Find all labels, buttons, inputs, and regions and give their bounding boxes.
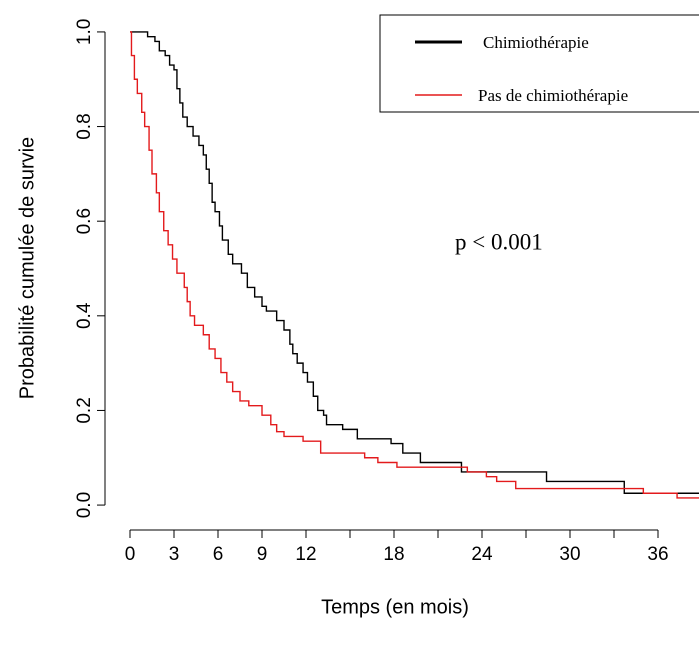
x-tick-label: 0: [125, 544, 136, 565]
legend-box: [379, 14, 699, 113]
x-tick-label: 6: [213, 544, 224, 565]
y-tick-label: 1.0: [74, 19, 95, 45]
x-tick-label: 12: [295, 544, 316, 565]
x-tick-label: 30: [559, 544, 580, 565]
y-tick-label: 0.8: [74, 113, 95, 139]
x-tick-label: 3: [169, 544, 180, 565]
x-tick-label: 18: [383, 544, 404, 565]
y-tick-label: 0.0: [74, 492, 95, 518]
x-tick-label: 24: [471, 544, 493, 565]
legend: Chimiothérapie Pas de chimiothérapie: [379, 14, 699, 113]
y-axis-title: Probabilité cumulée de survie: [16, 137, 38, 399]
annotation: p < 0.001: [455, 229, 543, 254]
survival-curve: [130, 31, 699, 499]
x-axis-title: Temps (en mois): [321, 596, 469, 618]
y-tick-label: 0.2: [74, 397, 95, 423]
y-tick-label: 0.4: [74, 302, 95, 329]
survival-curve: [130, 31, 699, 494]
legend-label: Pas de chimiothérapie: [478, 86, 628, 105]
x-tick-label: 36: [647, 544, 668, 565]
legend-label: Chimiothérapie: [483, 33, 589, 52]
y-tick-label: 0.6: [74, 208, 95, 234]
x-tick-label: 9: [257, 544, 268, 565]
